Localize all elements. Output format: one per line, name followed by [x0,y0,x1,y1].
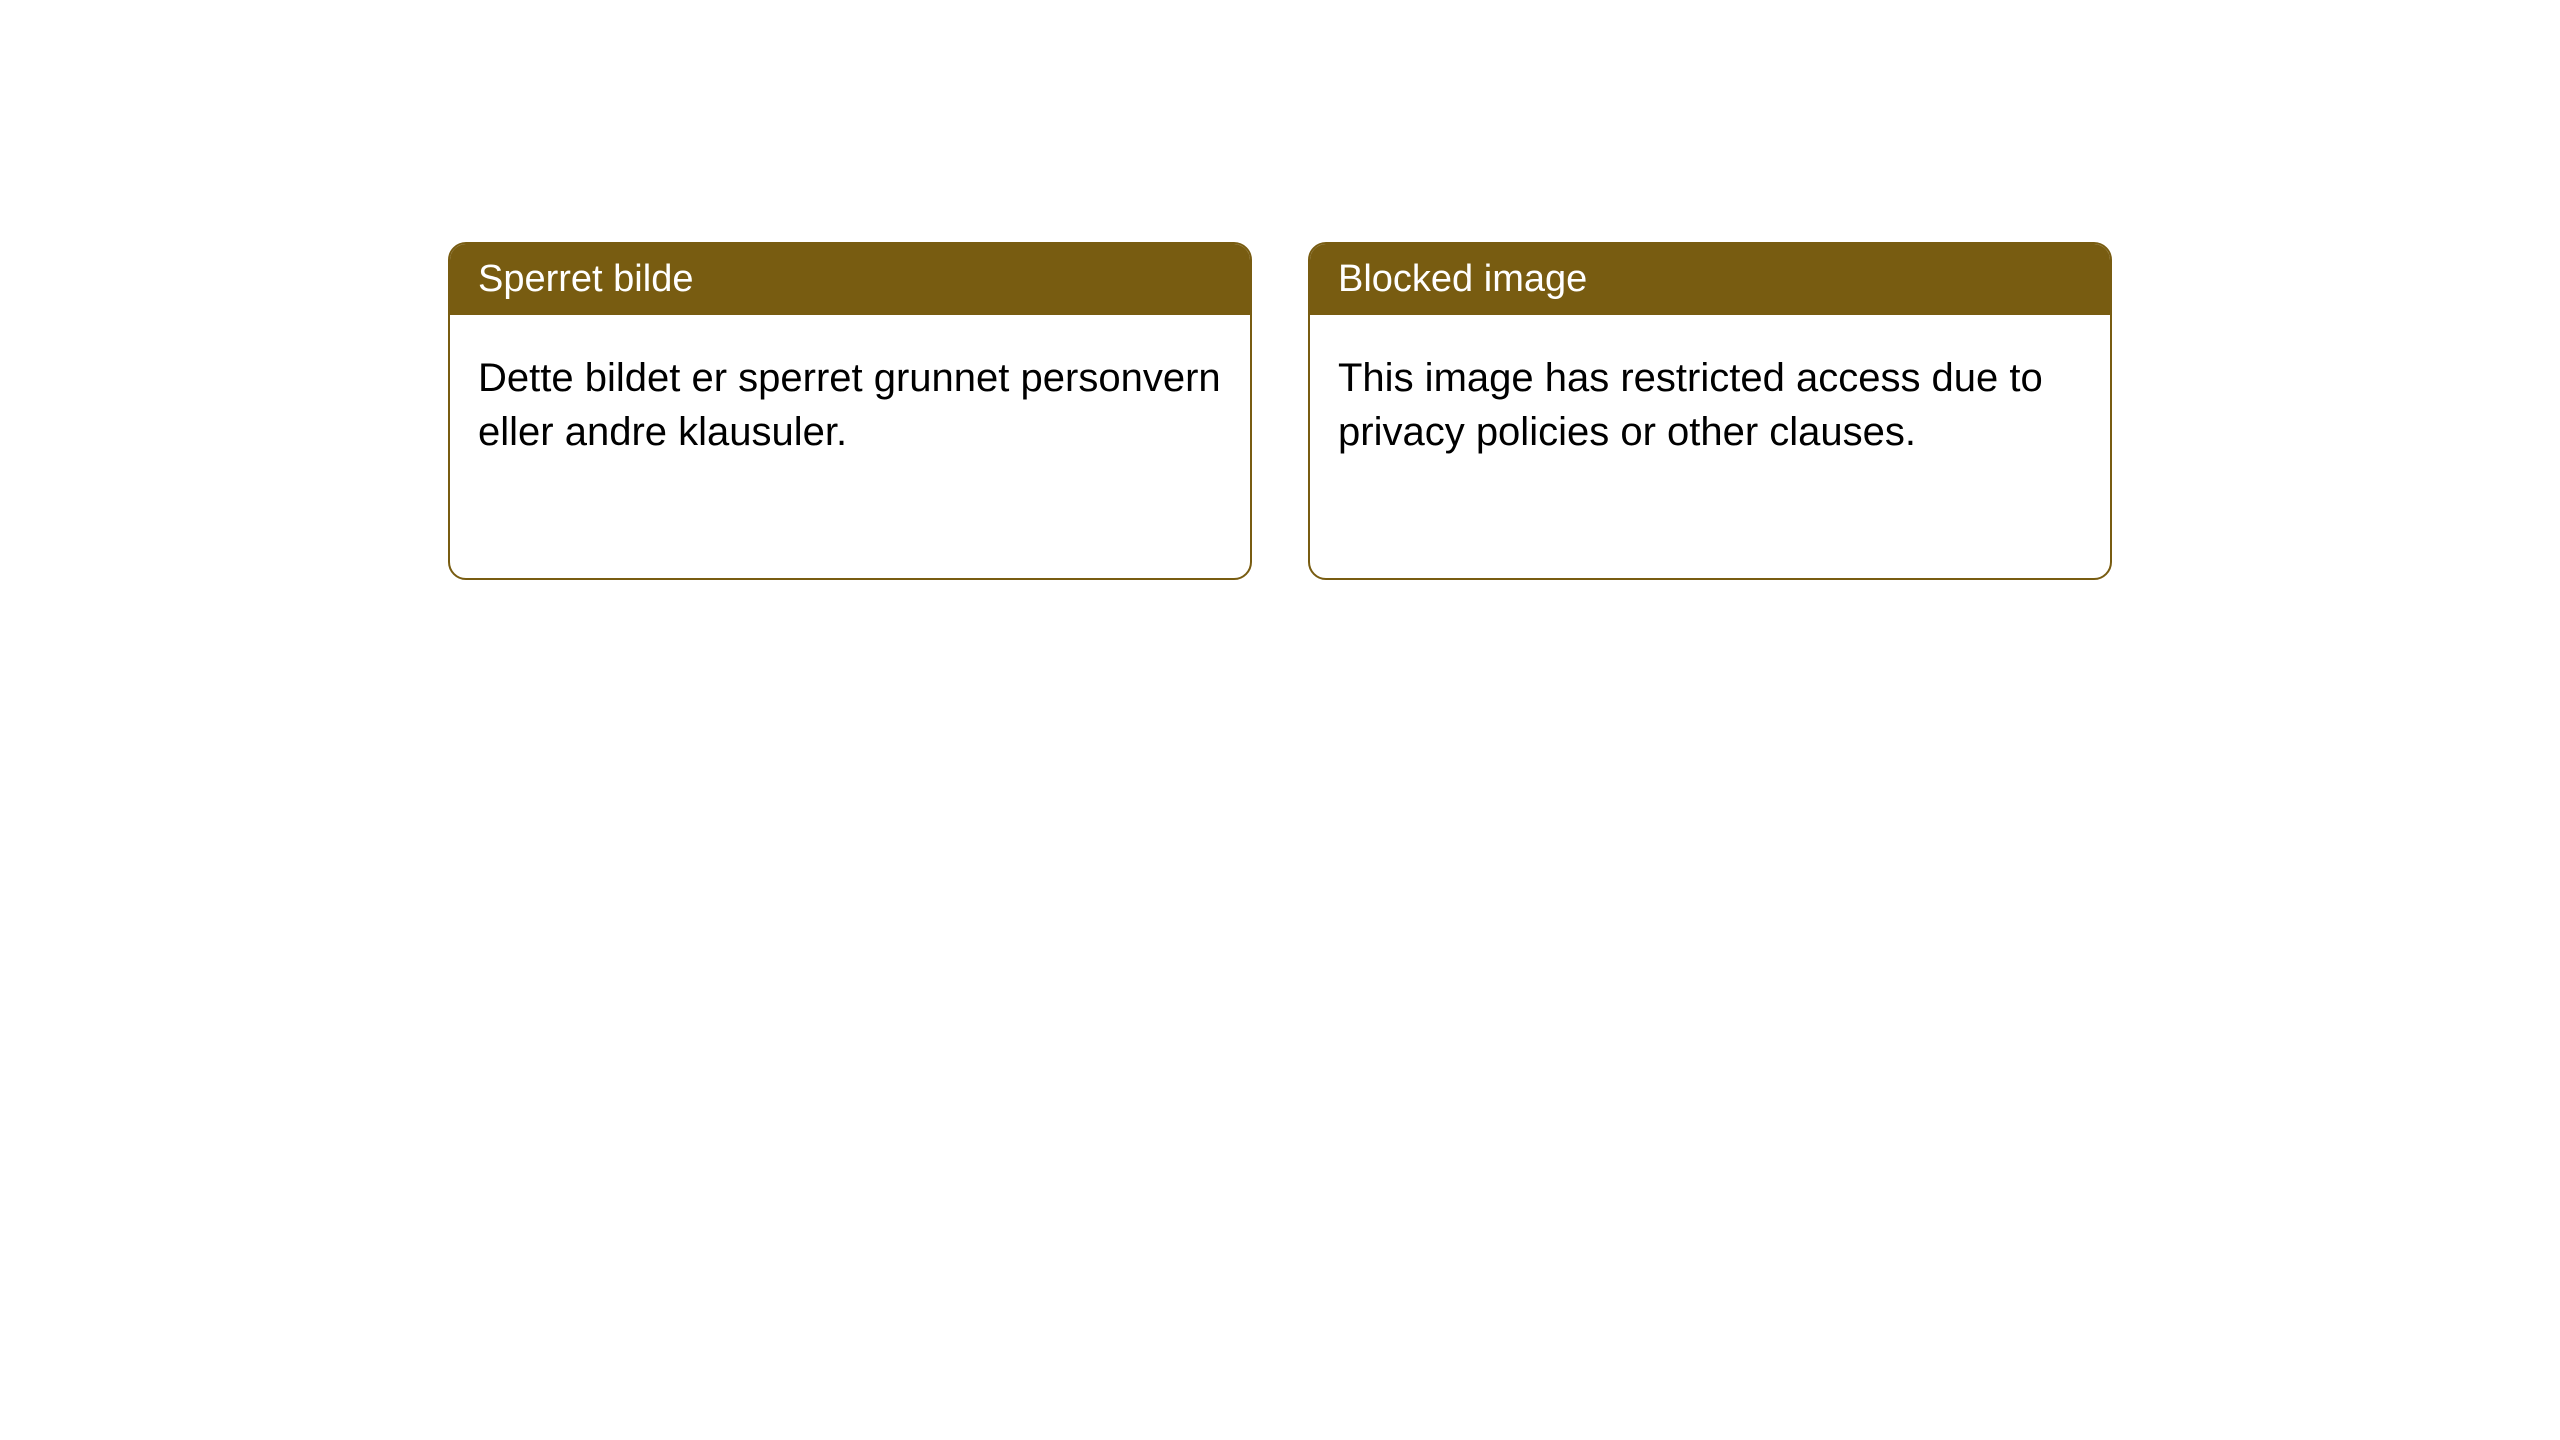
card-body: Dette bildet er sperret grunnet personve… [450,315,1250,495]
notice-card-norwegian: Sperret bilde Dette bildet er sperret gr… [448,242,1252,580]
notice-cards-container: Sperret bilde Dette bildet er sperret gr… [448,242,2560,580]
notice-card-english: Blocked image This image has restricted … [1308,242,2112,580]
card-title: Sperret bilde [478,258,693,300]
card-title: Blocked image [1338,258,1587,300]
card-body: This image has restricted access due to … [1310,315,2110,495]
card-header: Sperret bilde [450,244,1250,315]
card-message: Dette bildet er sperret grunnet personve… [478,356,1221,454]
card-header: Blocked image [1310,244,2110,315]
card-message: This image has restricted access due to … [1338,356,2043,454]
